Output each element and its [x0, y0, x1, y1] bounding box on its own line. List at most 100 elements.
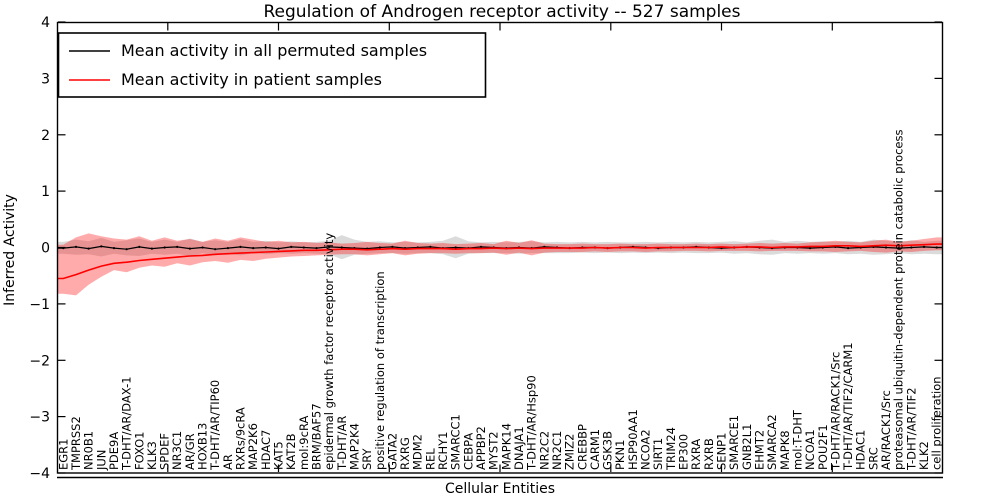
y-tick-label: 4 [41, 15, 50, 31]
permuted-mean-marker [188, 247, 191, 250]
permuted-mean-marker [87, 247, 90, 250]
x-category-label: T-DHT/AR/TIF2 [904, 387, 918, 471]
x-category-label: NR3C1 [170, 431, 184, 470]
patient-mean-line [57, 243, 943, 280]
x-category-label: cell proliferation [930, 376, 944, 470]
legend-box [57, 32, 487, 98]
x-category-label: AR/RACK1/Src [879, 390, 893, 470]
x-category-label: TRIM24 [664, 427, 678, 471]
x-category-label: MAPK8 [778, 430, 792, 470]
x-category-label: HDAC1 [854, 430, 868, 470]
x-category-label: MAP2K6 [246, 423, 260, 470]
x-category-label: REL [423, 448, 437, 470]
permuted-mean-marker [125, 248, 128, 251]
y-tick-label: −1 [29, 297, 50, 313]
legend: Mean activity in all permuted samples Me… [57, 32, 487, 98]
permuted-mean-marker [884, 246, 888, 249]
x-category-label: ZMIZ2 [563, 434, 577, 470]
x-category-label: epidermal growth factor receptor activit… [322, 233, 336, 470]
x-category-label: NCOA2 [639, 429, 653, 470]
x-category-label: GNB2L1 [740, 424, 754, 470]
y-tick-label: 0 [41, 241, 50, 257]
x-category-label: RXRB [702, 438, 716, 470]
x-category-label: MYST2 [487, 431, 501, 470]
permuted-mean-marker [328, 245, 331, 248]
x-category-label: SENP1 [715, 433, 729, 470]
chart-title: Regulation of Androgen receptor activity… [264, 2, 741, 22]
x-category-label: NCOA1 [803, 429, 817, 470]
x-category-label: HDAC7 [259, 430, 273, 470]
y-tick-label: −2 [29, 353, 50, 369]
x-category-label: positive regulation of transcription [373, 271, 387, 470]
x-category-label: HOXB13 [196, 423, 210, 470]
x-category-label: EHMT2 [753, 430, 767, 470]
x-category-label: mol:T-DHT [790, 409, 804, 470]
x-category-label: MAPK14 [499, 423, 513, 470]
x-category-label: DNAJA1 [512, 426, 526, 470]
patient-confidence-band [57, 233, 943, 296]
axes-frame [56, 21, 944, 474]
permuted-mean-marker [226, 247, 229, 250]
permuted-mean-marker [201, 246, 204, 249]
x-axis-label: Cellular Entities [445, 481, 555, 497]
x-category-label: HSP90AA1 [626, 409, 640, 470]
x-category-label: GSK3B [601, 431, 615, 470]
x-category-label: JUN [94, 450, 108, 471]
y-tick-label: −4 [29, 466, 50, 482]
permuted-mean-marker [378, 246, 381, 249]
permuted-mean-marker [150, 247, 153, 250]
x-category-label: NR0B1 [82, 431, 96, 470]
permuted-mean-marker [176, 245, 179, 248]
permuted-mean-marker [315, 247, 318, 250]
x-category-label: AR [221, 454, 235, 470]
y-tick-label: 2 [41, 128, 50, 144]
permuted-mean-marker [922, 245, 926, 248]
x-category-label: CREBBP [575, 424, 589, 470]
x-category-label: KAT5 [272, 441, 286, 470]
x-category-label: MAP2K4 [347, 423, 361, 470]
permuted-mean-marker [277, 247, 280, 250]
x-category-label: PKN1 [613, 440, 627, 470]
permuted-mean-marker [100, 245, 103, 248]
x-category-label: RCHY1 [436, 432, 450, 470]
x-category-label: SPDEF [158, 433, 172, 470]
x-category-label: GATA2 [385, 433, 399, 470]
permuted-mean-marker [264, 246, 267, 249]
permuted-mean-marker [454, 246, 457, 249]
x-category-label: T-DHT/AR/Hsp90 [525, 375, 539, 471]
x-category-label: T-DHT/AR/RACK1/Src [828, 352, 842, 471]
x-category-label: SMARCA2 [765, 414, 779, 470]
permuted-mean-marker [479, 245, 483, 248]
x-category-label: PDE9A [107, 432, 121, 470]
x-category-label: KLK2 [917, 441, 931, 470]
x-category-label: RXRA [689, 439, 703, 470]
x-category-label: SMARCC1 [449, 414, 463, 470]
x-category-label: CEBPA [461, 433, 475, 470]
permuted-mean-marker [112, 247, 116, 250]
permuted-mean-marker [910, 246, 913, 249]
x-category-label: SRC [866, 447, 880, 470]
x-category-label: SRY [360, 447, 374, 470]
x-category-label: mol:9cRA [297, 416, 311, 470]
x-category-label: EP300 [677, 434, 691, 470]
x-category-label: T-DHT/AR/TIF2/CARM1 [841, 342, 855, 471]
x-category-label: AR/GR [183, 433, 197, 470]
permuted-mean-marker [391, 245, 394, 248]
permuted-mean-marker [897, 247, 900, 250]
x-category-label: TMPRSS2 [69, 416, 83, 471]
permuted-mean-marker [74, 245, 78, 248]
x-category-label: proteasomal ubiquitin-dependent protein … [892, 129, 906, 470]
x-category-label: T-DHT/AR/DAX-1 [120, 376, 134, 471]
legend-label-permuted: Mean activity in all permuted samples [121, 41, 427, 60]
x-category-label: RXRG [398, 437, 412, 470]
x-category-label: KLK3 [145, 441, 159, 470]
permuted-mean-marker [239, 245, 242, 248]
x-category-label: POU2F1 [816, 424, 830, 470]
permuted-mean-marker [252, 247, 255, 250]
permuted-mean-marker [290, 245, 293, 248]
x-category-label: CARM1 [588, 429, 602, 470]
permuted-mean-marker [138, 245, 141, 248]
x-category-label: NR2C2 [537, 431, 551, 470]
x-category-label: SMARCE1 [727, 415, 741, 470]
